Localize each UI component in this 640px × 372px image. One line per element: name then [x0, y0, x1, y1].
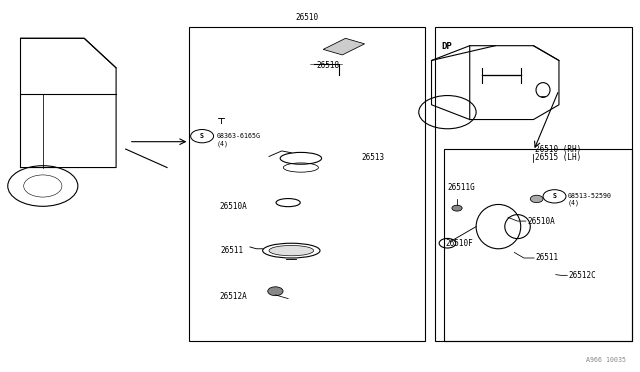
Text: 26510A: 26510A	[527, 217, 555, 225]
Circle shape	[268, 287, 283, 296]
Text: (4): (4)	[567, 199, 579, 206]
Text: 26511: 26511	[220, 246, 244, 255]
Text: S: S	[552, 193, 557, 199]
Text: 26510A: 26510A	[219, 202, 246, 211]
Text: 26512A: 26512A	[219, 292, 246, 301]
Bar	[189, 27, 425, 341]
Polygon shape	[323, 38, 365, 55]
Text: A966 10035: A966 10035	[586, 357, 626, 363]
Text: S: S	[200, 133, 204, 139]
Text: 26511: 26511	[536, 253, 559, 263]
Circle shape	[531, 195, 543, 203]
Text: 08513-52590: 08513-52590	[567, 193, 611, 199]
Text: 26512C: 26512C	[568, 271, 596, 280]
Text: 26518: 26518	[317, 61, 340, 70]
Text: 26513: 26513	[362, 153, 385, 162]
Text: 26515 (LH): 26515 (LH)	[536, 153, 582, 162]
Text: (4): (4)	[216, 140, 228, 147]
Circle shape	[452, 205, 462, 211]
Text: 08363-6165G: 08363-6165G	[216, 133, 260, 139]
Bar	[435, 27, 632, 341]
Text: 26510 (RH): 26510 (RH)	[536, 145, 582, 154]
Text: DP: DP	[441, 42, 452, 51]
Ellipse shape	[269, 246, 314, 256]
Text: 26511G: 26511G	[447, 183, 475, 192]
Bar	[444, 149, 632, 341]
Text: 26510: 26510	[296, 13, 319, 22]
Text: 26510F: 26510F	[445, 239, 474, 248]
